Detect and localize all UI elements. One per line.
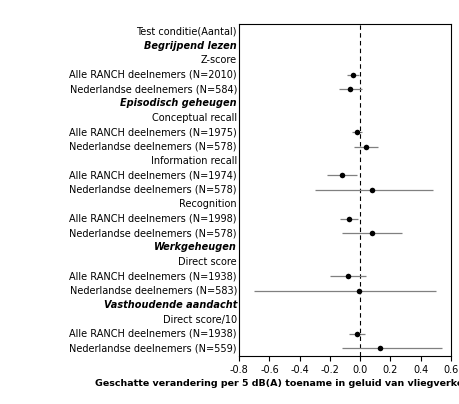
Text: Alle RANCH deelnemers (N=1998): Alle RANCH deelnemers (N=1998) bbox=[69, 214, 236, 224]
Text: Conceptual recall: Conceptual recall bbox=[151, 113, 236, 123]
Text: Alle RANCH deelnemers (N=1938): Alle RANCH deelnemers (N=1938) bbox=[69, 329, 236, 339]
Text: Z-score: Z-score bbox=[200, 55, 236, 65]
Text: Episodisch geheugen: Episodisch geheugen bbox=[120, 99, 236, 108]
Text: Werkgeheugen: Werkgeheugen bbox=[154, 242, 236, 252]
Text: Nederlandse deelnemers (N=583): Nederlandse deelnemers (N=583) bbox=[69, 286, 236, 296]
Text: Nederlandse deelnemers (N=578): Nederlandse deelnemers (N=578) bbox=[69, 228, 236, 238]
Text: Nederlandse deelnemers (N=578): Nederlandse deelnemers (N=578) bbox=[69, 142, 236, 152]
Text: Vasthoudende aandacht: Vasthoudende aandacht bbox=[103, 300, 236, 310]
Text: Direct score/10: Direct score/10 bbox=[162, 314, 236, 324]
Text: Recognition: Recognition bbox=[179, 199, 236, 209]
Text: Alle RANCH deelnemers (N=1938): Alle RANCH deelnemers (N=1938) bbox=[69, 271, 236, 281]
Text: Nederlandse deelnemers (N=584): Nederlandse deelnemers (N=584) bbox=[69, 84, 236, 94]
X-axis label: Geschatte verandering per 5 dB(A) toename in geluid van vliegverkeer (LAeq 7−23): Geschatte verandering per 5 dB(A) toenam… bbox=[95, 379, 459, 388]
Text: Test conditie(Aantal): Test conditie(Aantal) bbox=[136, 26, 236, 36]
Text: Direct score: Direct score bbox=[178, 257, 236, 267]
Text: Information recall: Information recall bbox=[151, 156, 236, 166]
Text: Alle RANCH deelnemers (N=1975): Alle RANCH deelnemers (N=1975) bbox=[69, 127, 236, 137]
Text: Nederlandse deelnemers (N=559): Nederlandse deelnemers (N=559) bbox=[69, 343, 236, 354]
Text: Alle RANCH deelnemers (N=1974): Alle RANCH deelnemers (N=1974) bbox=[69, 170, 236, 181]
Text: Nederlandse deelnemers (N=578): Nederlandse deelnemers (N=578) bbox=[69, 185, 236, 195]
Text: Begrijpend lezen: Begrijpend lezen bbox=[144, 41, 236, 51]
Text: Alle RANCH deelnemers (N=2010): Alle RANCH deelnemers (N=2010) bbox=[69, 69, 236, 80]
